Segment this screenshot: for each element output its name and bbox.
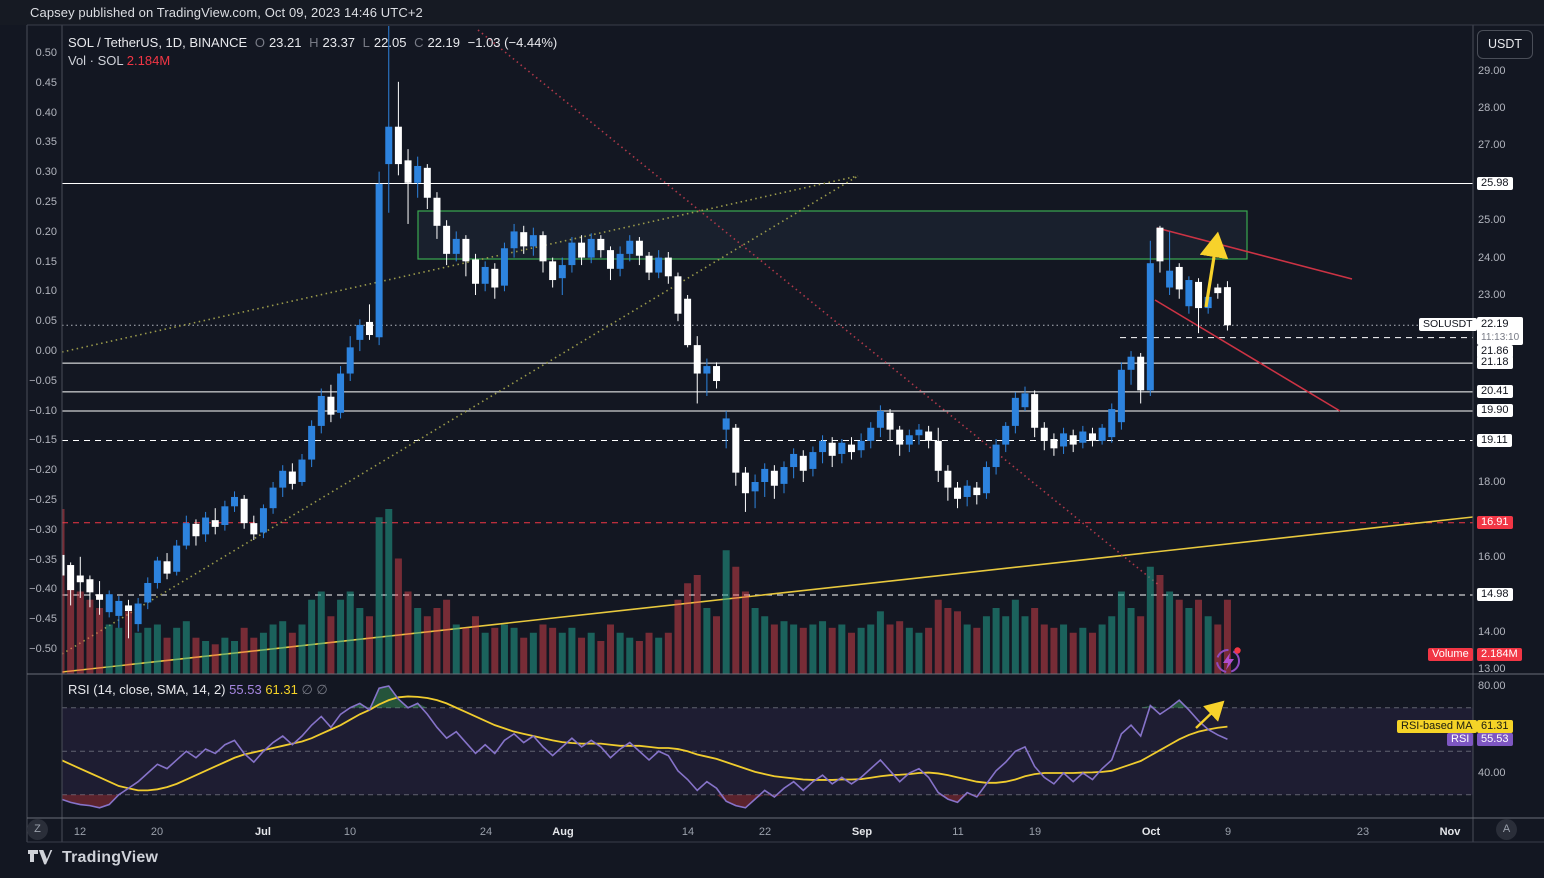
left-axis-tick: −0.20 [29, 464, 57, 477]
left-axis-tick: 0.50 [35, 47, 57, 59]
volume-tag: Volume [1428, 648, 1473, 661]
rsi-value: 55.53 [229, 682, 262, 697]
price-level-badge: 21.18 [1477, 356, 1513, 370]
last-price-badge: 22.19 11:13:10 [1477, 317, 1524, 346]
right-axis-tick: 13.00 [1478, 663, 1506, 675]
time-axis-month-label: Jul [255, 826, 271, 838]
price-level-badge: 14.98 [1477, 587, 1513, 601]
rsi-ma-tag: RSI-based MA [1397, 719, 1477, 733]
time-axis-day-label: 24 [479, 826, 493, 838]
left-axis-tick: 0.30 [35, 166, 57, 179]
left-axis-tick: −0.05 [29, 374, 57, 387]
auto-scale-button[interactable]: A [1496, 819, 1517, 840]
right-axis-tick: 14.00 [1478, 625, 1506, 638]
time-axis-day-label: 11 [952, 826, 964, 838]
rsi-axis-tick: 80.00 [1478, 680, 1506, 692]
time-axis-day-label: 12 [73, 826, 87, 838]
volume-value: 2.184M [126, 53, 171, 68]
time-axis-day-label: 10 [343, 826, 357, 838]
time-axis-month-label: Nov [1439, 826, 1461, 838]
right-axis-tick: 24.00 [1478, 251, 1506, 264]
rsi-legend: RSI (14, close, SMA, 14, 2) 55.53 61.31 … [68, 682, 328, 697]
right-axis-tick: 18.00 [1478, 476, 1506, 488]
rsi-ma-value-badge: 61.31 [1477, 719, 1513, 733]
flash-icon [1216, 647, 1241, 673]
price-level-badge: 20.41 [1477, 384, 1513, 398]
currency-toggle-button[interactable]: USDT [1477, 30, 1533, 59]
price-level-badge: 25.98 [1477, 176, 1513, 190]
time-axis-month-label: Sep [851, 826, 873, 838]
left-axis-tick: 0.05 [35, 315, 57, 328]
volume-legend: Vol · SOL 2.184M [68, 53, 171, 68]
left-axis-tick: −0.30 [29, 523, 57, 536]
left-axis-tick: −0.25 [29, 494, 57, 506]
time-axis-day-label: 23 [1356, 826, 1370, 838]
rsi-value-badge: 55.53 [1477, 733, 1513, 747]
time-axis-day-label: 19 [1028, 826, 1042, 838]
timezone-button[interactable]: Z [27, 819, 48, 840]
change-value: −1.03 (−4.44%) [467, 35, 558, 50]
rsi-extra-inputs: ∅ ∅ [301, 682, 328, 697]
right-axis-tick: 25.00 [1478, 214, 1506, 227]
left-axis-tick: −0.35 [29, 553, 57, 566]
left-axis-tick: 0.45 [35, 76, 57, 89]
right-axis-tick: 23.00 [1478, 289, 1506, 301]
left-axis-tick: 0.15 [35, 255, 57, 268]
left-axis-tick: −0.15 [29, 434, 57, 447]
rsi-axis-tick: 40.00 [1478, 767, 1506, 779]
right-axis-tick: 28.00 [1478, 102, 1506, 114]
left-axis-tick: −0.50 [29, 643, 57, 655]
left-axis-tick: 0.35 [35, 136, 57, 149]
left-axis-tick: 0.20 [35, 225, 57, 238]
left-axis-tick: −0.45 [29, 613, 57, 626]
right-axis-tick: 27.00 [1478, 139, 1506, 152]
price-level-badge: 21.86 [1477, 344, 1513, 358]
time-axis-day-label: 14 [681, 826, 695, 838]
published-caption: Capsey published on TradingView.com, Oct… [30, 5, 423, 20]
time-axis-month-label: Aug [552, 826, 574, 838]
symbol-price-tag: SOLUSDT [1419, 318, 1477, 332]
price-level-badge: 19.11 [1477, 433, 1512, 447]
volume-value-badge: 2.184M [1477, 648, 1522, 661]
left-axis-tick: −0.10 [29, 404, 57, 417]
rsi-ma-value: 61.31 [265, 682, 298, 697]
right-axis-tick: 29.00 [1478, 64, 1506, 77]
time-axis-month-label: Oct [1141, 826, 1161, 838]
price-level-badge: 19.90 [1477, 403, 1513, 417]
left-axis-tick: 0.25 [35, 196, 57, 208]
tradingview-logo-text: TradingView [62, 849, 159, 866]
time-axis-day-label: 22 [758, 826, 772, 838]
symbol-title[interactable]: SOL / TetherUS, 1D, BINANCE [68, 35, 248, 50]
left-axis-tick: −0.40 [29, 583, 57, 596]
rsi-tag: RSI [1447, 733, 1474, 747]
symbol-legend: SOL / TetherUS, 1D, BINANCE O 23.21 H 23.3… [68, 35, 558, 50]
tradingview-logo-icon [28, 850, 53, 865]
price-level-badge: 16.91 [1477, 515, 1513, 529]
publish-header: Capsey published on TradingView.com, Oct… [0, 0, 1544, 25]
tradingview-attribution[interactable]: TradingView [28, 849, 158, 867]
right-axis-tick: 16.00 [1478, 550, 1506, 563]
left-axis-tick: 0.40 [35, 106, 57, 119]
left-axis-tick: 0.10 [35, 285, 57, 298]
time-axis-day-label: 20 [150, 826, 164, 838]
left-axis-tick: 0.00 [35, 345, 57, 357]
time-axis-day-label: 9 [1224, 826, 1232, 838]
